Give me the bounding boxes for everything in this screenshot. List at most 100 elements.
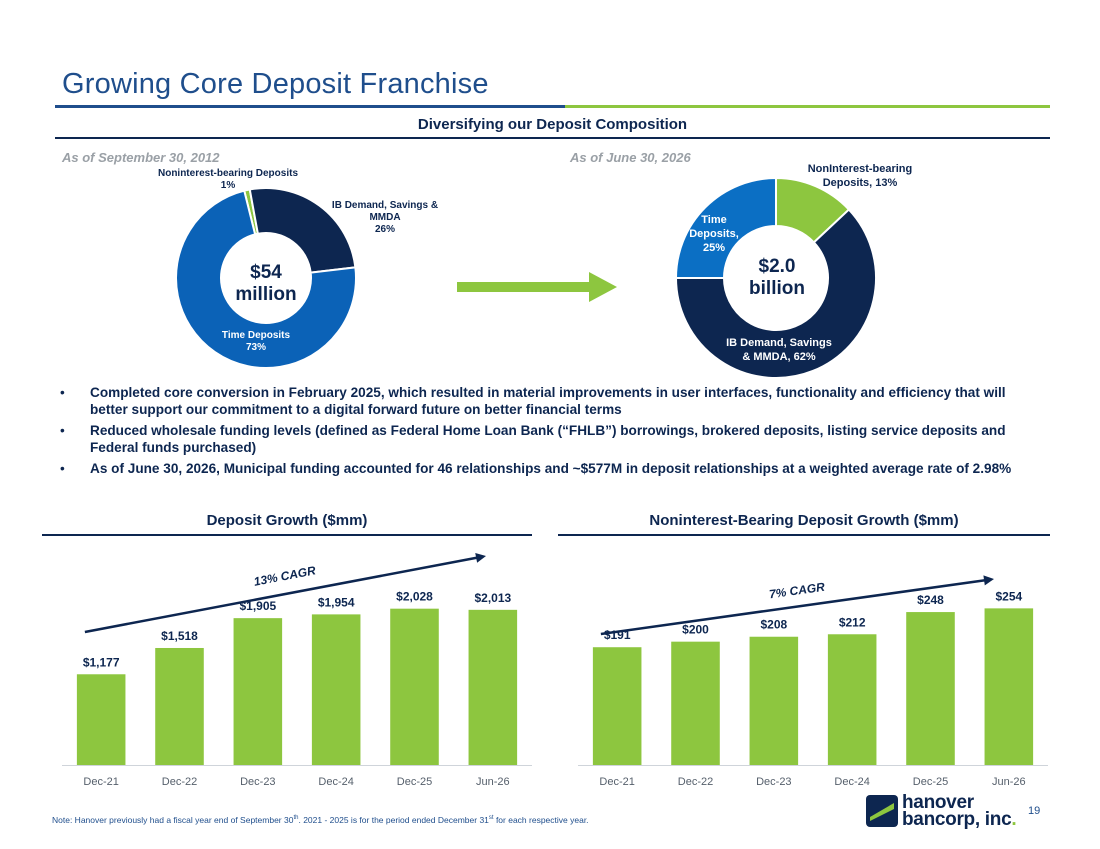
label-line: Time [701,214,727,226]
bar [827,634,877,765]
label-line: Noninterest-bearing Deposits [157,168,299,179]
left-donut-center: $54 million [226,262,306,306]
footnote: Note: Hanover previously had a fiscal ye… [52,815,589,825]
x-tick-label: Dec-22 [162,776,197,788]
nib-growth-rule [558,534,1050,536]
right-center-amount: $2.0 [758,256,796,277]
bar [592,647,642,765]
bar [311,614,361,765]
label-line: 26% [374,224,395,235]
nib-growth-chart: $191Dec-21$200Dec-22$208Dec-23$212Dec-24… [578,575,1048,788]
title-rule-blue [55,105,565,108]
bar [749,636,799,765]
x-tick-label: Dec-24 [318,776,353,788]
x-tick-label: Dec-23 [240,776,275,788]
label-line: IB Demand, Savings & [331,200,439,211]
bar-value-label: $208 [760,618,787,632]
bar [390,608,439,765]
right-label-time-deposits: Time Deposits, 25% [684,213,744,255]
title-rule-green [565,105,1050,108]
label-line: 25% [702,242,726,254]
hanover-logo-icon [866,795,898,827]
bar-value-label: $254 [995,589,1022,603]
right-donut-center: $2.0 billion [735,256,819,300]
x-tick-label: Dec-25 [397,776,432,788]
composition-heading: Diversifying our Deposit Composition [417,116,688,133]
bar [155,647,204,765]
right-donut-chart [675,177,877,379]
x-tick-label: Jun-26 [476,776,510,788]
label-line: NonInterest-bearing [807,163,913,175]
deposit-growth-rule [42,534,532,536]
right-center-unit: billion [749,278,805,299]
bar-value-label: $212 [839,615,866,629]
right-donut-slice-1 [675,208,877,379]
x-tick-label: Dec-21 [83,776,118,788]
cagr-label: 7% CAGR [768,580,826,602]
bar-value-label: $1,954 [318,595,355,609]
bar [906,612,955,765]
transition-arrow-icon [457,272,617,302]
cagr-label: 13% CAGR [253,563,318,588]
x-tick-label: Dec-21 [599,776,634,788]
bar-value-label: $248 [917,593,944,607]
bar [76,674,126,765]
left-as-of: As of September 30, 2012 [62,150,220,165]
bar-value-label: $1,518 [161,629,198,643]
bar-value-label: $2,028 [396,590,433,604]
bar [468,609,518,765]
label-line: IB Demand, Savings [726,337,832,349]
left-center-amount: $54 [250,262,282,283]
cagr-arrow-line [84,556,479,634]
label-line: & MMDA, 62% [742,351,816,363]
bullet-item: Reduced wholesale funding levels (define… [60,422,1045,456]
composition-rule [55,137,1050,139]
bar-value-label: $2,013 [474,591,511,605]
bar-value-label: $1,177 [83,655,120,669]
label-line: MMDA [369,212,401,223]
bullet-list: Completed core conversion in February 20… [60,384,1045,481]
footnote-text: . 2021 - 2025 is for the period ended De… [298,815,489,825]
cagr-arrow-line [600,578,987,636]
left-donut-slice-1 [248,188,356,274]
x-tick-label: Jun-26 [992,776,1026,788]
logo-dot: . [1011,809,1017,830]
label-line: Deposits, [689,228,739,240]
label-line: 1% [220,180,236,191]
x-tick-label: Dec-22 [678,776,713,788]
deposit-growth-title: Deposit Growth ($mm) [206,512,368,529]
x-tick-label: Dec-24 [834,776,869,788]
bar [671,641,720,765]
footnote-sup: th [293,815,299,822]
page-number: 19 [1028,805,1041,817]
left-label-noninterest: Noninterest-bearing Deposits 1% [148,168,308,192]
bar [984,608,1034,765]
right-label-noninterest: NonInterest-bearing Deposits, 13% [780,162,940,190]
nib-growth-title: Noninterest-Bearing Deposit Growth ($mm) [649,512,959,529]
bar-value-label: $200 [682,623,709,637]
x-tick-label: Dec-23 [756,776,791,788]
right-label-ib-demand: IB Demand, Savings & MMDA, 62% [718,336,840,364]
bar [233,618,283,765]
bar-value-label: $1,905 [239,599,276,613]
right-as-of: As of June 30, 2026 [570,150,691,165]
label-line: Time Deposits [221,330,291,341]
label-line: Deposits, 13% [822,177,898,189]
logo-wordmark-top: hanover [902,792,974,813]
right-donut-slice-2 [675,177,777,279]
cagr-arrow-head [475,552,486,563]
bullet-item: As of June 30, 2026, Municipal funding a… [60,460,1045,477]
footnote-text: for each respective year. [493,815,589,825]
footnote-sup: st [488,815,494,822]
left-label-time-deposits: Time Deposits 73% [206,330,306,354]
cagr-arrow-head [983,575,994,586]
left-label-ib-demand: IB Demand, Savings & MMDA 26% [310,200,460,236]
x-tick-label: Dec-25 [913,776,948,788]
logo-wordmark-text: bancorp, inc [902,809,1012,830]
label-line: 73% [245,342,266,353]
deposit-growth-chart: $1,177 Dec-21 $1,518 Dec-22 $1,905 Dec-23 $1,9… [62,552,532,788]
page-title: Growing Core Deposit Franchise [62,68,489,100]
left-donut-slice-2 [176,189,356,368]
left-donut-chart [176,188,356,368]
logo-wordmark-bottom: bancorp, inc. [902,809,1017,831]
